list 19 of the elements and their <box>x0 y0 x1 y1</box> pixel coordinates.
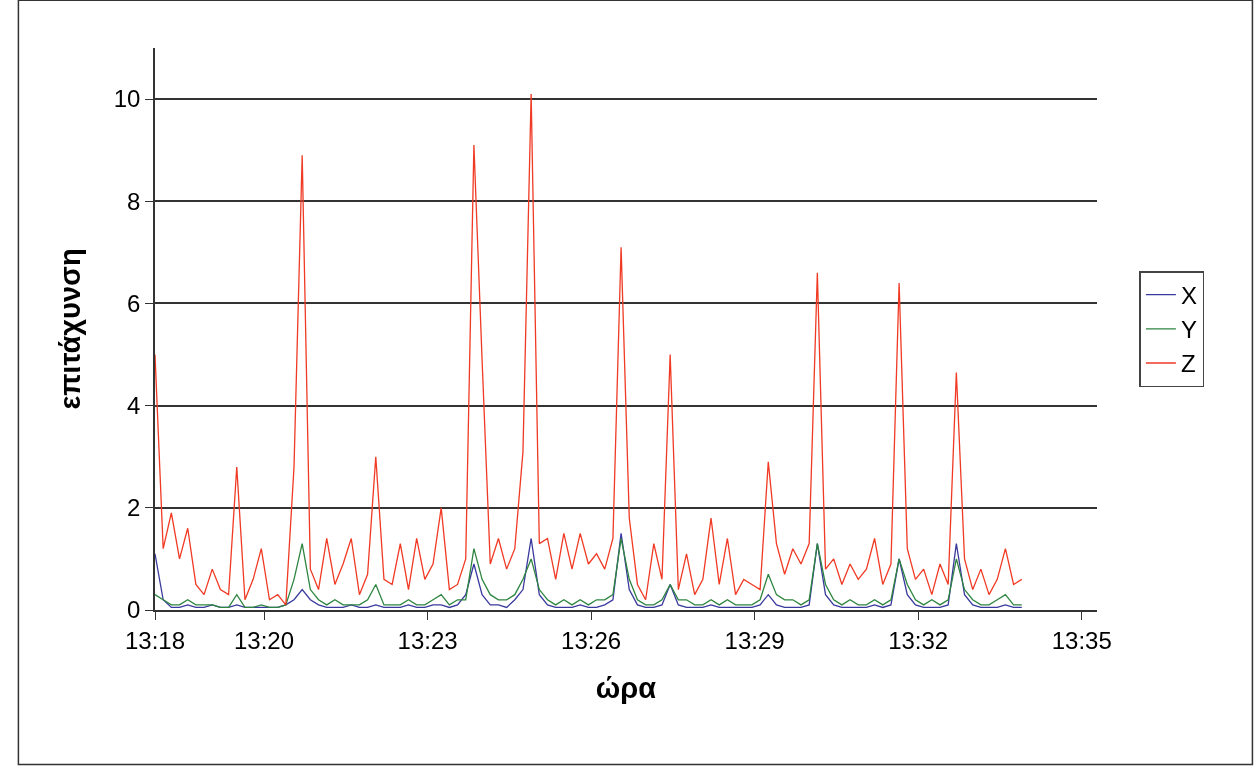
x-tick-label: 13:32 <box>888 626 949 654</box>
legend-label: X <box>1180 281 1197 309</box>
y-axis-title: επιτάχυνση <box>53 248 86 410</box>
y-tick-label: 10 <box>113 85 141 113</box>
y-tick-label: 2 <box>127 494 141 522</box>
x-axis-title: ώρα <box>595 671 657 704</box>
x-tick-label: 13:26 <box>561 626 622 654</box>
y-tick-label: 0 <box>127 596 141 624</box>
legend-label: Y <box>1180 316 1197 344</box>
legend-label: Z <box>1180 350 1196 378</box>
x-tick-label: 13:29 <box>724 626 785 654</box>
x-tick-label: 13:23 <box>397 626 458 654</box>
y-tick-label: 6 <box>127 289 141 317</box>
y-tick-label: 8 <box>127 187 141 215</box>
x-tick-label: 13:35 <box>1051 626 1112 654</box>
line-series <box>155 93 1023 606</box>
y-tick-label: 4 <box>127 392 141 420</box>
x-tick-label: 13:20 <box>233 626 295 654</box>
x-tick-label: 13:18 <box>124 626 186 654</box>
